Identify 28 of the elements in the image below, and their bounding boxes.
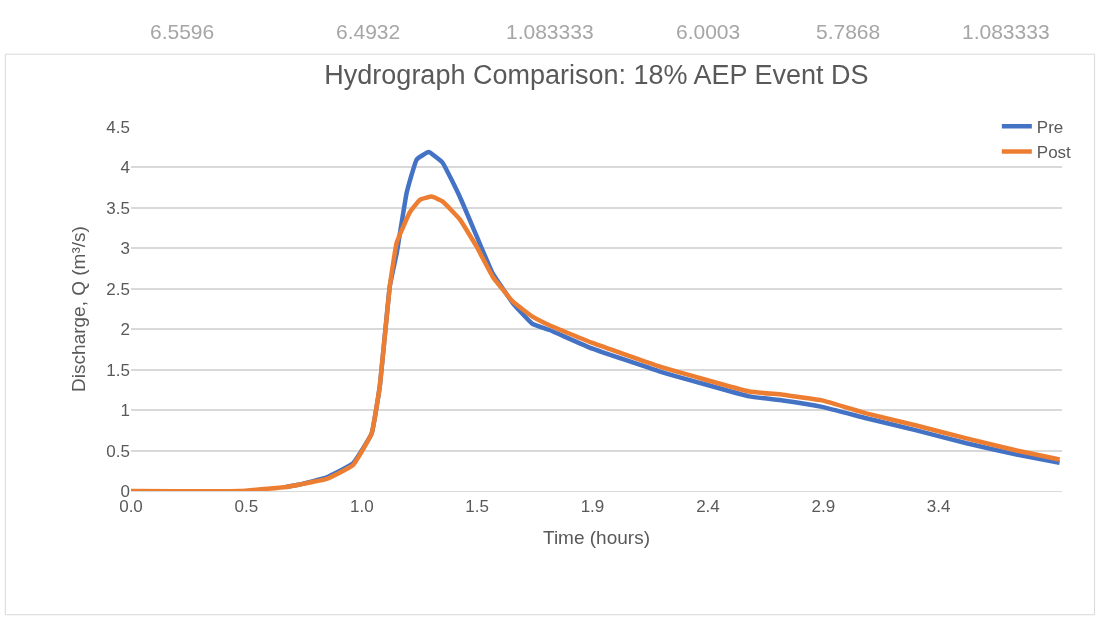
y-tick-label: 2.5 — [106, 279, 130, 299]
x-axis-title: Time (hours) — [543, 527, 650, 549]
y-tick-label: 4 — [120, 158, 130, 178]
line-series — [131, 194, 1062, 491]
y-tick-label: 3 — [120, 239, 130, 259]
x-tick-label: 1.0 — [350, 497, 374, 517]
chart-title: Hydrograph Comparison: 18% AEP Event DS — [324, 59, 869, 90]
y-tick-label: 0.5 — [106, 441, 130, 461]
y-tick-label: 4.5 — [106, 117, 130, 137]
x-tick-label: 2.4 — [696, 497, 720, 517]
legend-label: Pre — [1036, 117, 1064, 137]
text: 6.4932 — [336, 20, 401, 43]
text: 1.083333 — [506, 20, 594, 43]
y-tick-label: 1.5 — [106, 360, 130, 380]
x-tick-label: 2.9 — [811, 497, 836, 517]
x-tick-label: 1.9 — [580, 497, 605, 517]
text: 6.0003 — [676, 20, 741, 43]
text: 5.7868 — [816, 20, 881, 43]
y-tick-label: 3.5 — [106, 198, 130, 218]
y-tick-label: 1 — [120, 401, 130, 421]
x-tick-label: 3.4 — [926, 497, 951, 517]
text: 1.083333 — [962, 20, 1050, 43]
y-tick-label: 2 — [120, 320, 130, 340]
x-tick-label: 0.5 — [234, 497, 259, 517]
y-axis-title: Discharge, Q (m³/s) — [68, 226, 90, 392]
legend-label: Post — [1036, 143, 1072, 163]
x-tick-label: 1.5 — [465, 497, 489, 517]
text: 6.5596 — [150, 20, 215, 43]
